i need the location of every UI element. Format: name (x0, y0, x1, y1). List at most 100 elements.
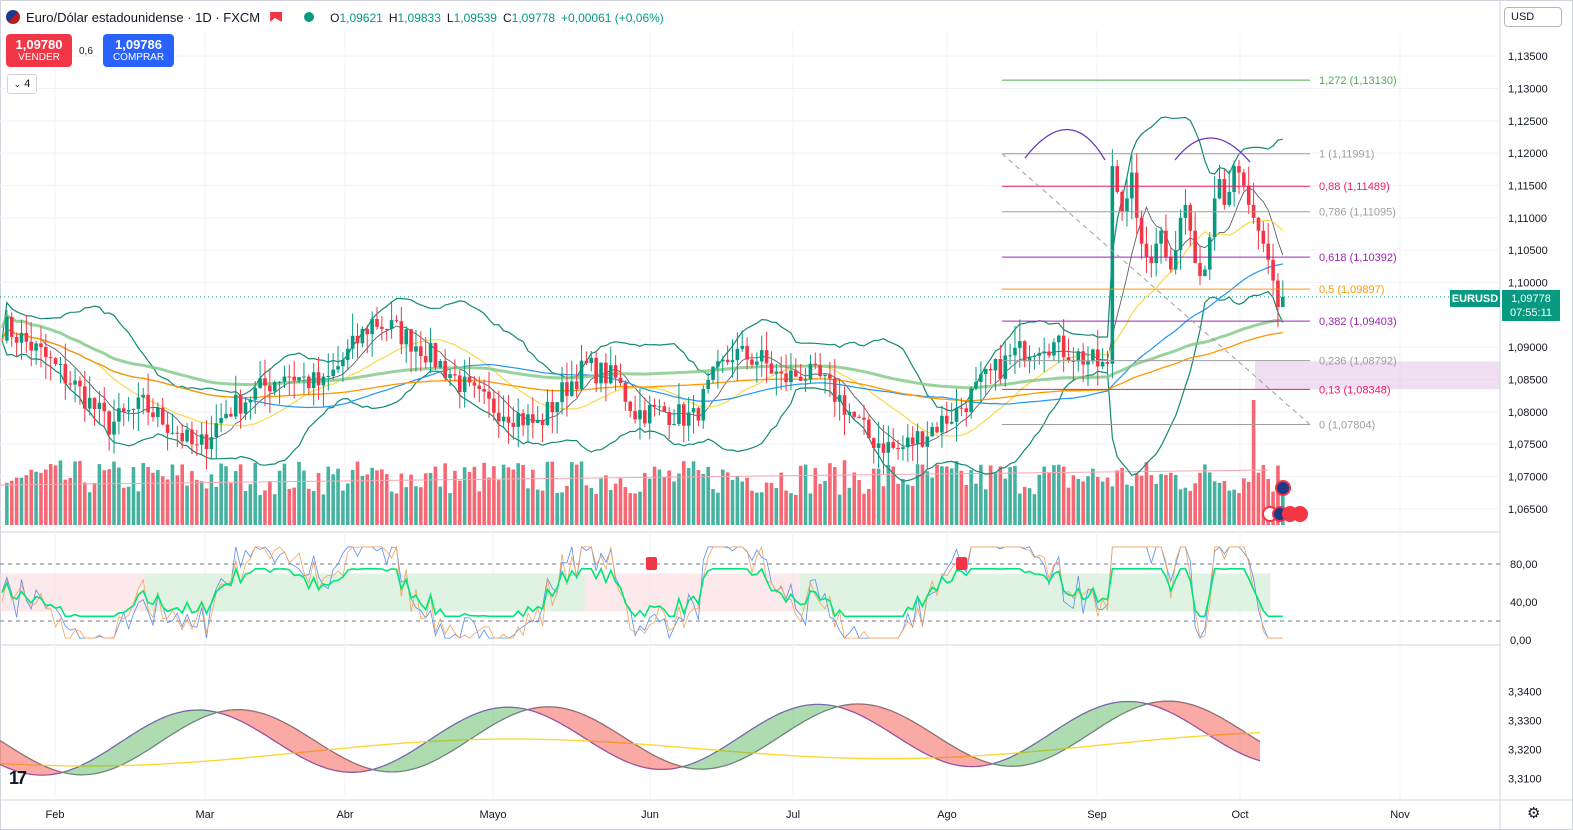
indicator-fill (1028, 745, 1032, 765)
volume-bar (389, 491, 394, 525)
volume-bar (1018, 493, 1022, 525)
indicator-fill (656, 756, 660, 770)
volume-bar (272, 494, 277, 525)
candle-body (906, 437, 910, 448)
indicator-fill (492, 708, 496, 726)
indicator-fill (304, 733, 308, 761)
volume-bar (170, 464, 175, 525)
volume-bar (1281, 485, 1285, 525)
us-event-icon-3[interactable] (1292, 506, 1308, 522)
indicator-fill (980, 759, 984, 767)
currency-select[interactable]: USD (1504, 7, 1562, 27)
indicator-fill (104, 750, 108, 772)
candle-body (959, 407, 964, 409)
volume-bar (399, 473, 404, 525)
indicator-fill (1164, 701, 1168, 712)
volume-bar (131, 467, 136, 525)
indicator-fill (48, 767, 52, 775)
candle-body (1169, 256, 1173, 270)
candle-body (594, 357, 598, 384)
indicator-fill (388, 762, 392, 772)
symbol-title[interactable]: Euro/Dólar estadounidense · 1D · FXCM (26, 9, 261, 25)
ohlc-item: O1,09621 (330, 11, 383, 25)
volume-bar (419, 487, 423, 525)
candle-body (326, 376, 331, 378)
candle-body (297, 377, 301, 381)
buy-button[interactable]: 1,09786 COMPRAR (103, 34, 174, 67)
indicator-fill (284, 722, 288, 750)
price-axis-label: 1,09000 (1508, 342, 1548, 354)
indicator-fill (428, 738, 432, 764)
indicator-fill (924, 728, 928, 755)
candle-body (68, 383, 72, 385)
candle-body (384, 328, 389, 330)
indicator-fill (912, 721, 916, 749)
ohlc-value: +0,00061 (+0,06%) (561, 10, 664, 25)
candle-body (940, 415, 944, 433)
volume-bar (1105, 477, 1110, 525)
indicator-fill (1152, 702, 1156, 707)
indicator-fill (348, 760, 352, 773)
candle-body (711, 366, 715, 380)
indicator-fill (588, 716, 592, 743)
candle-body (1198, 263, 1202, 277)
volume-bar (472, 466, 477, 525)
candle-body (672, 424, 676, 426)
ohlc-item: H1,09833 (389, 11, 441, 25)
candle-body (871, 438, 876, 448)
buy-price: 1,09786 (115, 37, 162, 52)
indicator-fill (92, 757, 96, 775)
indicator-fill (132, 732, 136, 760)
indicator-fill (908, 718, 912, 747)
indicator-fill (524, 708, 528, 711)
indicator-fill (740, 734, 744, 760)
candle-body (1091, 349, 1095, 362)
sell-button[interactable]: 1,09780 VENDER (6, 34, 72, 67)
candle-body (126, 409, 131, 412)
volume-bar (550, 461, 555, 525)
volume-bar (716, 492, 720, 525)
candle-body (107, 411, 111, 435)
candle-body (716, 361, 720, 367)
candle-body (686, 412, 691, 426)
candle-body (448, 374, 452, 378)
candle-body (199, 434, 204, 445)
indicator-fill (976, 758, 980, 767)
volume-bar (1193, 483, 1197, 525)
volume-bar (316, 473, 321, 525)
indicators-toggle-button[interactable]: ⌄ 4 (7, 74, 37, 94)
indicator-fill (40, 764, 44, 776)
indicator-fill (12, 748, 16, 771)
indicator-fill (260, 712, 264, 735)
indicator-fill (1068, 720, 1072, 748)
volume-bar (204, 488, 209, 525)
ohlc-key: O (330, 10, 340, 25)
indicator-fill (236, 709, 240, 721)
volume-bar (506, 467, 511, 525)
economic-event-icon[interactable] (1275, 480, 1291, 496)
indicator-fill (780, 711, 784, 737)
indicator-fill (1184, 702, 1188, 723)
volume-bar (784, 490, 788, 525)
candle-body (774, 371, 779, 374)
volume-bar (823, 480, 827, 525)
candle-body (492, 398, 496, 413)
oscillator-k-line (1, 546, 1283, 640)
candle-body (730, 360, 735, 363)
candle-body (540, 419, 545, 426)
indicator-fill (716, 749, 720, 768)
market-flag-icon[interactable] (270, 12, 283, 22)
volume-bar (628, 493, 633, 525)
indicator-fill (136, 729, 140, 758)
tradingview-logo-icon[interactable]: 17 (9, 768, 27, 788)
volume-bar (1207, 472, 1212, 525)
candle-body (282, 376, 287, 382)
indicator-fill (752, 726, 756, 754)
volume-bar (745, 477, 749, 525)
volume-bar (34, 471, 38, 525)
indicator-fill (396, 758, 400, 772)
indicator-fill (188, 710, 192, 725)
volume-bar (73, 461, 77, 525)
gear-icon[interactable]: ⚙ (1527, 805, 1541, 822)
